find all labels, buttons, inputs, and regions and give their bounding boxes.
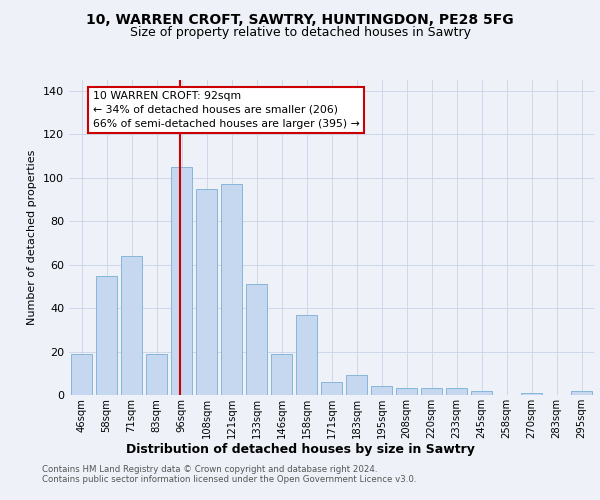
Y-axis label: Number of detached properties: Number of detached properties: [28, 150, 37, 325]
Text: Size of property relative to detached houses in Sawtry: Size of property relative to detached ho…: [130, 26, 470, 39]
Text: Distribution of detached houses by size in Sawtry: Distribution of detached houses by size …: [125, 442, 475, 456]
Bar: [521, 393, 542, 395]
Bar: [196, 188, 217, 395]
Bar: [296, 314, 317, 395]
Bar: [321, 382, 342, 395]
Bar: [96, 276, 117, 395]
Bar: [371, 386, 392, 395]
Bar: [221, 184, 242, 395]
Bar: [446, 388, 467, 395]
Text: Contains HM Land Registry data © Crown copyright and database right 2024.
Contai: Contains HM Land Registry data © Crown c…: [42, 465, 416, 484]
Bar: [421, 388, 442, 395]
Bar: [271, 354, 292, 395]
Bar: [346, 376, 367, 395]
Bar: [396, 388, 417, 395]
Bar: [571, 390, 592, 395]
Text: 10 WARREN CROFT: 92sqm
← 34% of detached houses are smaller (206)
66% of semi-de: 10 WARREN CROFT: 92sqm ← 34% of detached…: [93, 91, 359, 129]
Bar: [171, 167, 192, 395]
Bar: [71, 354, 92, 395]
Bar: [471, 390, 492, 395]
Bar: [121, 256, 142, 395]
Text: 10, WARREN CROFT, SAWTRY, HUNTINGDON, PE28 5FG: 10, WARREN CROFT, SAWTRY, HUNTINGDON, PE…: [86, 12, 514, 26]
Bar: [246, 284, 267, 395]
Bar: [146, 354, 167, 395]
